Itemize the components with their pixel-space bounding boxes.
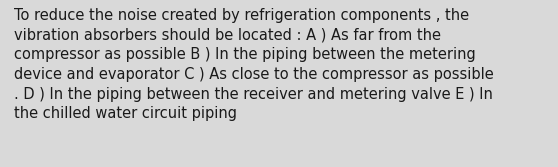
Text: To reduce the noise created by refrigeration components , the
vibration absorber: To reduce the noise created by refrigera… [14, 8, 494, 121]
